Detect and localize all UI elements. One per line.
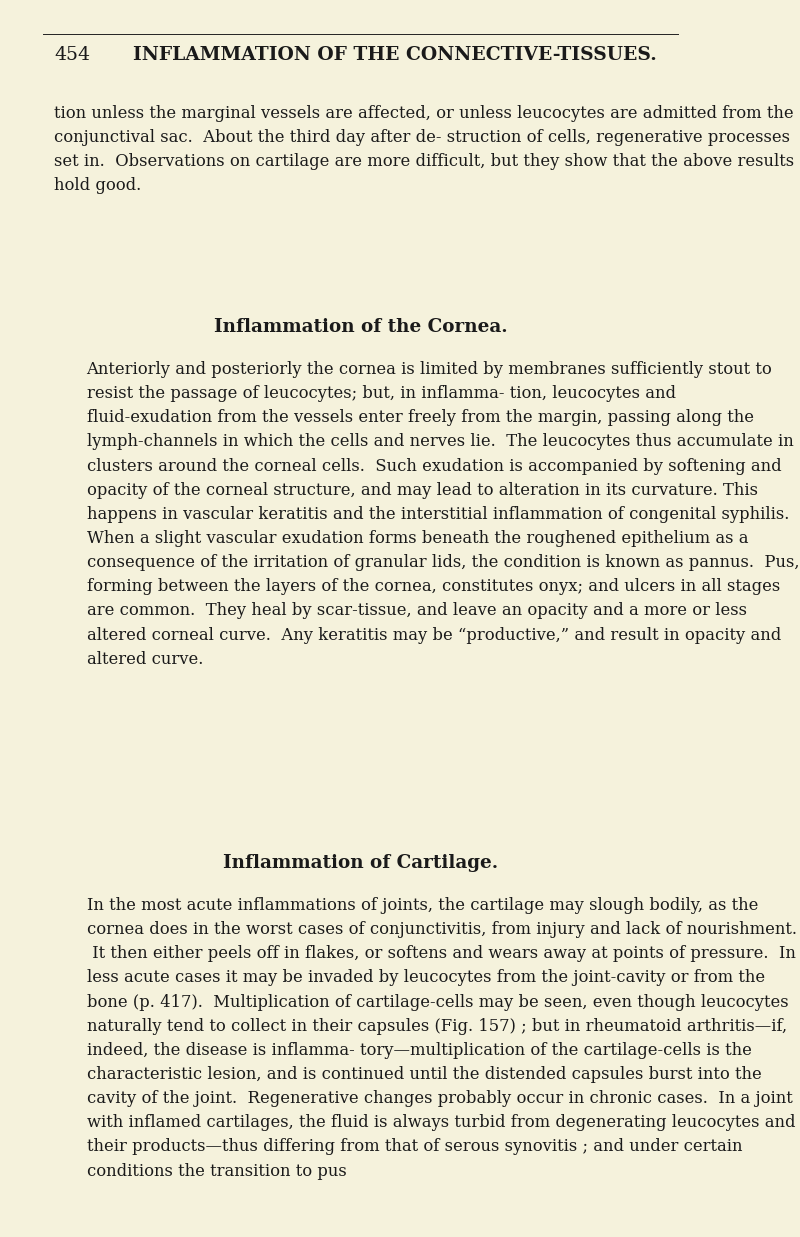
Text: Inflammation of Cartilage.: Inflammation of Cartilage.	[223, 854, 498, 872]
Text: tion unless the marginal vessels are affected, or unless leucocytes are admitted: tion unless the marginal vessels are aff…	[54, 105, 794, 194]
Text: Anteriorly and posteriorly the cornea is limited by membranes sufficiently stout: Anteriorly and posteriorly the cornea is…	[86, 361, 799, 668]
Text: In the most acute inflammations of joints, the cartilage may slough bodily, as t: In the most acute inflammations of joint…	[86, 897, 797, 1180]
Text: Inflammation of the Cornea.: Inflammation of the Cornea.	[214, 318, 507, 335]
Text: INFLAMMATION OF THE CONNECTIVE-TISSUES.: INFLAMMATION OF THE CONNECTIVE-TISSUES.	[134, 46, 657, 64]
Text: 454: 454	[54, 46, 90, 64]
